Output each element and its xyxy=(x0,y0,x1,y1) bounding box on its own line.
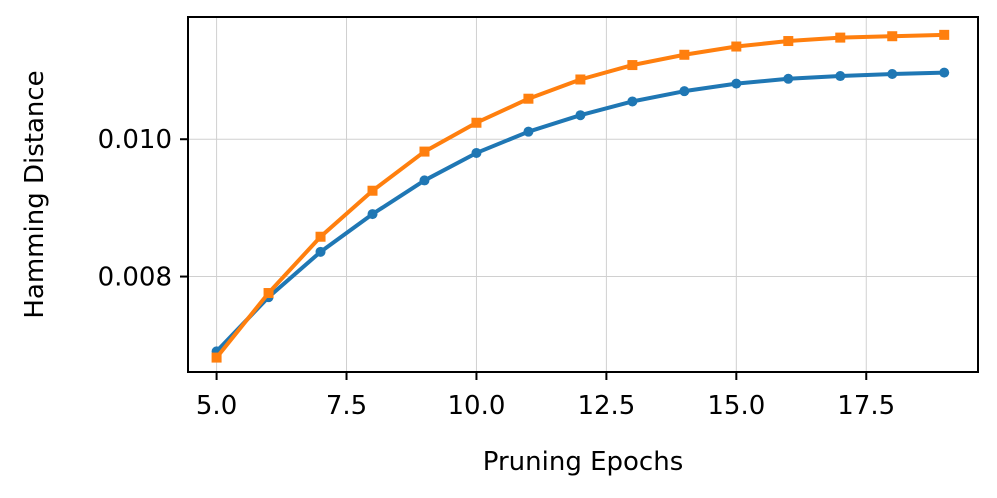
y-tick-label: 0.008 xyxy=(98,263,172,293)
data-point-circle xyxy=(731,78,742,89)
data-point-circle xyxy=(523,126,534,137)
data-point-square xyxy=(887,31,898,42)
data-point-square xyxy=(367,185,378,196)
series-2 xyxy=(211,29,950,363)
data-point-circle xyxy=(575,110,586,121)
data-point-square xyxy=(263,288,274,299)
data-point-square xyxy=(419,146,430,157)
data-point-circle xyxy=(783,73,794,84)
x-axis-label: Pruning Epochs xyxy=(483,447,684,477)
plot-area-frame xyxy=(187,16,979,373)
data-point-circle xyxy=(315,246,326,257)
data-point-circle xyxy=(627,96,638,107)
x-tick-label: 7.5 xyxy=(326,391,367,421)
y-tick-label: 0.010 xyxy=(98,125,172,155)
data-point-circle xyxy=(835,71,846,82)
x-tick-label: 10.0 xyxy=(448,391,506,421)
data-point-square xyxy=(939,29,950,40)
data-point-circle xyxy=(939,67,950,78)
data-point-square xyxy=(679,49,690,60)
data-point-circle xyxy=(419,175,430,186)
data-point-square xyxy=(627,60,638,71)
data-point-circle xyxy=(887,68,898,79)
data-point-square xyxy=(471,117,482,128)
y-axis-label: Hamming Distance xyxy=(20,70,50,318)
x-tick-label: 15.0 xyxy=(707,391,765,421)
axis-ticks: 5.0 7.5 10.0 12.5 15.0 17.5 0.008 0.010 xyxy=(98,125,896,421)
data-point-square xyxy=(731,41,742,52)
data-point-circle xyxy=(367,209,378,220)
data-point-square xyxy=(575,74,586,85)
series-group xyxy=(211,29,950,363)
data-point-circle xyxy=(471,147,482,158)
data-point-square xyxy=(315,231,326,242)
data-point-square xyxy=(835,32,846,43)
x-tick-label: 17.5 xyxy=(837,391,895,421)
data-point-square xyxy=(523,93,534,104)
data-point-circle xyxy=(679,86,690,97)
x-tick-label: 12.5 xyxy=(577,391,635,421)
data-point-square xyxy=(211,352,222,363)
grid-lines xyxy=(188,17,978,372)
x-tick-label: 5.0 xyxy=(196,391,237,421)
data-point-square xyxy=(783,36,794,47)
